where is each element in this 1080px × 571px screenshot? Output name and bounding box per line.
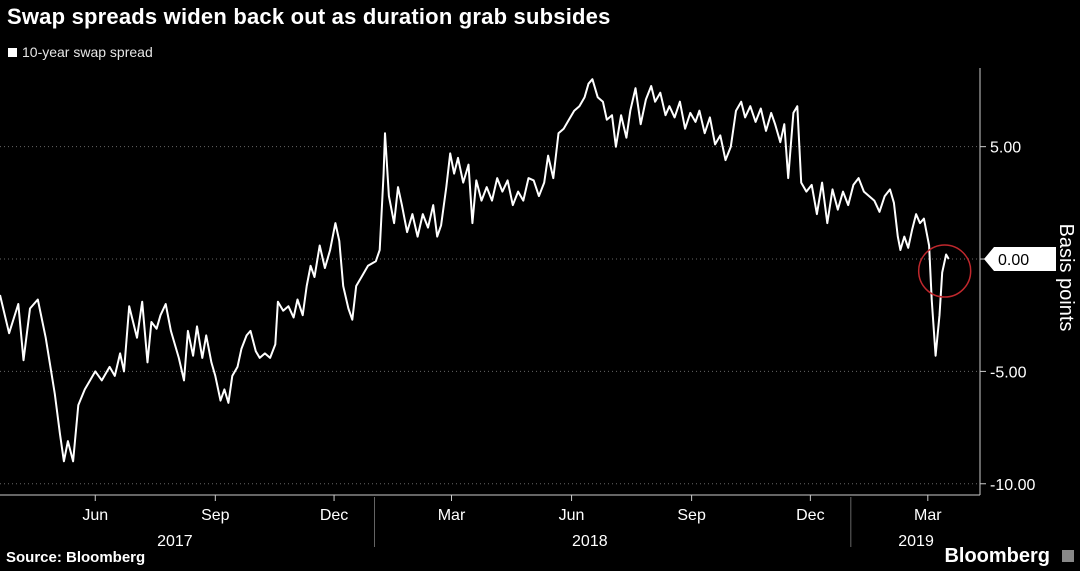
gridlines bbox=[0, 146, 980, 485]
callout-label: 0.00 bbox=[998, 252, 1029, 269]
value-callout: 0.00 bbox=[984, 247, 1056, 272]
highlight-circle bbox=[917, 244, 972, 298]
y-axis-label: Basis points bbox=[1055, 224, 1077, 332]
x-tick-label: Dec bbox=[796, 507, 824, 524]
brand-mark-icon bbox=[1062, 550, 1074, 562]
y-tick-label: 5.00 bbox=[990, 140, 1021, 157]
x-tick-label: Mar bbox=[438, 507, 466, 524]
y-tick-label: -5.00 bbox=[990, 364, 1027, 381]
legend-swatch bbox=[8, 47, 17, 57]
y-axis-ticks: -10.00 -5.00 5.00 bbox=[980, 140, 1035, 494]
chart-title: Swap spreads widen back out as duration … bbox=[7, 4, 611, 29]
x-tick-label: Sep bbox=[677, 507, 706, 524]
x-tick-label: Jun bbox=[82, 507, 108, 524]
source-note: Source: Bloomberg bbox=[6, 549, 146, 566]
brand-logo: Bloomberg bbox=[944, 545, 1050, 567]
year-label: 2019 bbox=[898, 533, 934, 550]
legend: 10-year swap spread bbox=[8, 44, 153, 60]
x-tick-label: Mar bbox=[914, 507, 942, 524]
x-axis-ticks: Jun Sep Dec Mar Jun Sep Dec Mar 2017 2018 2019 bbox=[82, 495, 942, 550]
axes bbox=[0, 68, 981, 496]
series-line bbox=[0, 78, 950, 463]
x-tick-label: Sep bbox=[201, 507, 230, 524]
x-tick-label: Jun bbox=[559, 507, 585, 524]
callout-box bbox=[984, 247, 1056, 272]
legend-label: 10-year swap spread bbox=[22, 44, 153, 60]
x-tick-label: Dec bbox=[320, 507, 348, 524]
year-label: 2018 bbox=[572, 533, 608, 550]
year-label: 2017 bbox=[157, 533, 193, 550]
y-tick-label: -10.00 bbox=[990, 477, 1035, 494]
